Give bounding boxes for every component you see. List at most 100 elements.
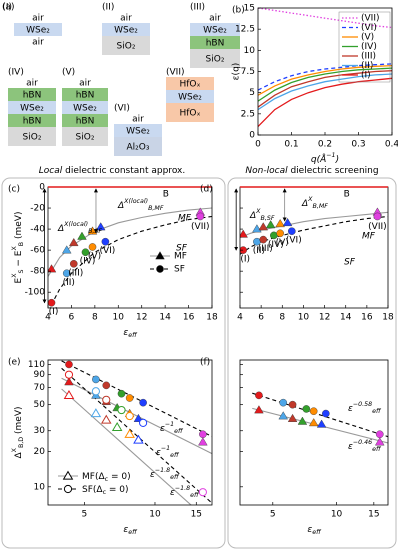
layer (166, 77, 214, 90)
stack-label: (VII) (166, 68, 185, 78)
data-point (308, 418, 319, 427)
x-tick-label: 0.2 (318, 140, 332, 150)
layer (8, 88, 56, 101)
x-tick-label: 8 (279, 313, 285, 323)
plot-area (252, 391, 388, 446)
annotation-part: −1 (165, 421, 174, 428)
stack-label: (I) (2, 3, 12, 13)
legend-marker (63, 484, 73, 494)
annotation-part: B,MF (313, 203, 329, 210)
point-label: (VI) (99, 246, 115, 256)
x-tick-label: 10 (113, 313, 125, 323)
annotation-part: ε (170, 488, 175, 498)
y-axis-label-part: X (11, 246, 18, 251)
annotation: ΔXB,MF (301, 196, 328, 210)
plot-area (240, 207, 388, 255)
data-point (255, 391, 263, 400)
section-heading: Local dielectric constant approx. (39, 166, 185, 176)
data-point (258, 222, 269, 231)
x-tick-label: 0.1 (284, 140, 298, 150)
y-tick-label: 30 (34, 426, 46, 436)
layer (102, 23, 150, 36)
data-point (240, 246, 247, 254)
stack-label: (IV) (8, 68, 24, 78)
x-axis-label: εeff (307, 525, 322, 537)
section-heading-part: Local (39, 166, 63, 176)
annotation-part: eff (170, 474, 180, 481)
legend-frame (338, 11, 391, 83)
x-tick-label: 0 (255, 140, 261, 150)
y-tick-label: -20 (30, 204, 45, 214)
layer-name: air (209, 14, 221, 24)
annotation: SF (176, 244, 188, 254)
fit-curve (61, 367, 212, 504)
annotation-part: Δ (249, 211, 256, 221)
data-point (139, 398, 147, 407)
series-line (258, 63, 392, 91)
fit-curve (49, 215, 212, 308)
data-point (64, 370, 74, 379)
x-axis-label: q(Å−1) (311, 152, 339, 165)
data-point (254, 405, 264, 414)
data-point (101, 237, 110, 246)
annotation: ε−0.46eff (348, 439, 382, 453)
annotation-part: eff (174, 428, 184, 435)
point-label: (I) (240, 255, 250, 265)
layer (62, 114, 108, 127)
layer-name: WSe₂ (73, 104, 97, 114)
reference-label: B (163, 190, 169, 200)
legend-label-part: SF(Δ (82, 485, 103, 495)
series-line (258, 67, 392, 102)
layer-name: HfOₓ (179, 109, 200, 119)
layer (8, 114, 56, 127)
annotation-part: eff (372, 408, 382, 415)
layer (190, 23, 240, 36)
data-point (375, 430, 384, 439)
y-axis-label-part: − E (14, 250, 24, 269)
annotation-part: X(local) (123, 198, 148, 205)
point-label: (I) (49, 307, 59, 317)
y-tick-label: -100 (25, 288, 46, 298)
data-point (69, 260, 78, 268)
stack-label: (V) (62, 68, 75, 78)
y-tick-label: 10 (34, 482, 46, 492)
layer (166, 90, 214, 103)
layer (166, 103, 214, 122)
fit-curve (61, 360, 212, 438)
annotation-part: eff (372, 446, 382, 453)
layer-name: WSe₂ (203, 26, 227, 36)
point-label: (VI) (286, 236, 302, 246)
y-tick-label: 2.5 (241, 109, 255, 119)
x-tick-label: 10 (298, 313, 310, 323)
x-axis-label-part: eff (128, 529, 138, 536)
annotation: ΔX(local)B,SF (57, 221, 102, 235)
annotation-part: Δ (57, 224, 64, 234)
series-line (258, 73, 392, 111)
panel-label: (e) (8, 358, 21, 368)
legend-label-part: c (103, 489, 107, 496)
data-point (302, 405, 311, 413)
data-point (92, 375, 100, 384)
y-tick-label: -40 (30, 225, 45, 235)
plot-area (48, 207, 212, 308)
x-tick-label: 18 (382, 313, 394, 323)
point-label: (II) (253, 246, 265, 256)
legend-label: SF(Δc = 0) (82, 485, 129, 497)
section-heading-part: dielectric constant approx. (62, 166, 185, 176)
x-tick-label: 4 (237, 313, 243, 323)
data-point (196, 212, 205, 221)
annotation-part: eff (170, 452, 180, 459)
layer (114, 124, 162, 137)
annotation-part: X (307, 196, 313, 203)
data-point (265, 220, 276, 229)
layer (62, 88, 108, 101)
series-line (258, 8, 392, 29)
fit-curve (240, 215, 388, 255)
axes-frame (239, 359, 389, 506)
layer-name: air (32, 38, 44, 48)
data-point (64, 377, 74, 386)
y-tick-label: 110 (28, 360, 45, 370)
x-tick-label: 12 (136, 313, 147, 323)
layer-name: SiO₂ (23, 133, 42, 143)
x-tick-label: 15 (368, 510, 379, 520)
